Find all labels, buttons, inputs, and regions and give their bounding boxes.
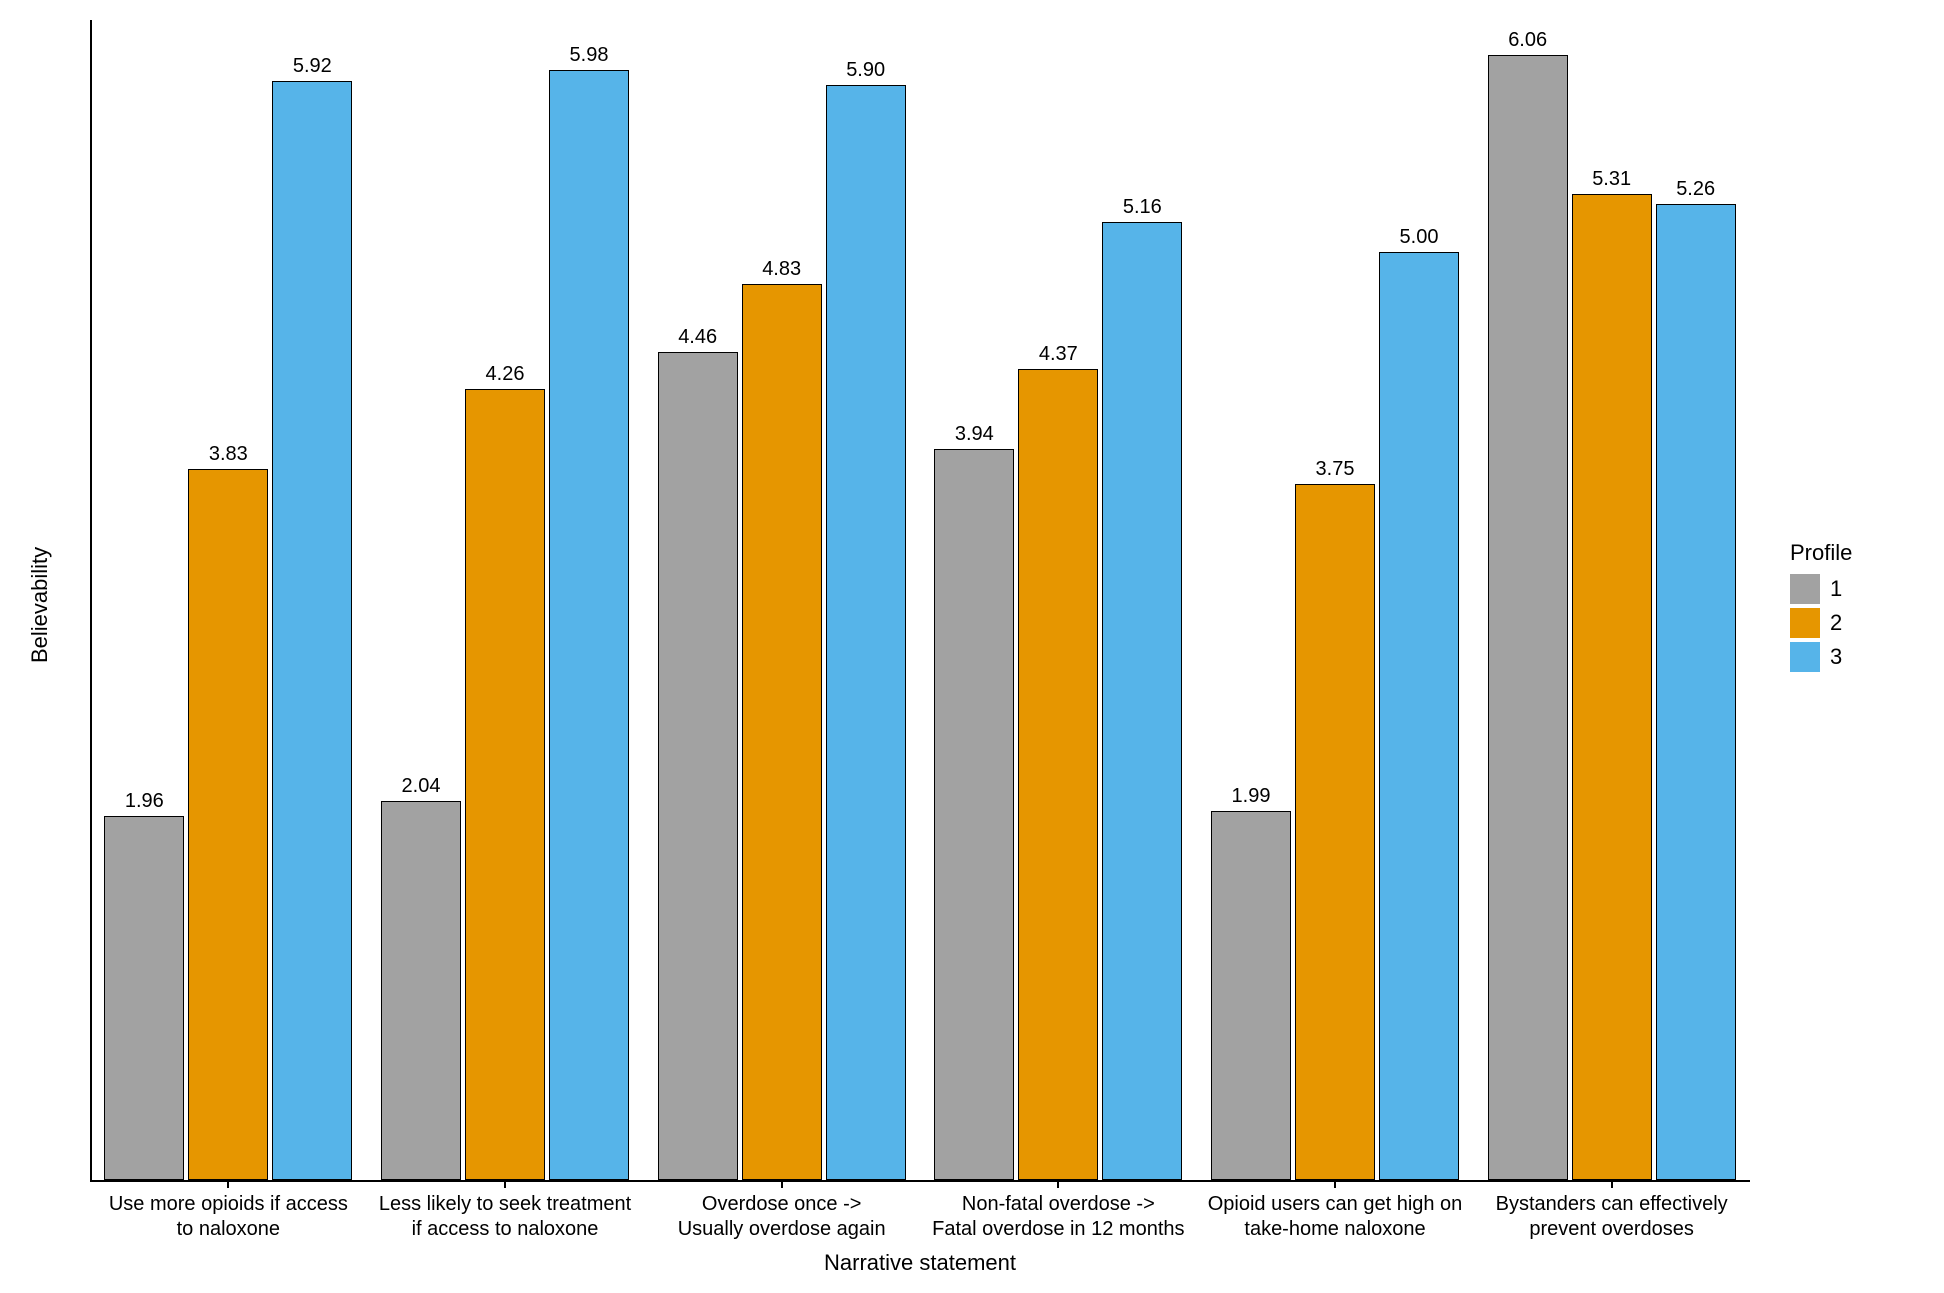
legend-title: Profile [1790,540,1852,566]
x-axis-tick [781,1180,783,1188]
legend: Profile 1 2 3 [1790,540,1852,676]
bar-value-label: 5.00 [1400,226,1439,249]
bar-value-label: 3.94 [955,423,994,446]
x-axis-tick [504,1180,506,1188]
bar [104,816,184,1180]
bar-value-label: 1.99 [1232,785,1271,808]
bar [826,85,906,1180]
bar-value-label: 5.16 [1123,196,1162,219]
bar-value-label: 5.31 [1592,168,1631,191]
bar [934,449,1014,1180]
x-axis-category-label: Non-fatal overdose ->Fatal overdose in 1… [932,1192,1184,1242]
x-axis-tick [1057,1180,1059,1188]
x-axis-tick [1611,1180,1613,1188]
bar [465,389,545,1180]
bar-value-label: 4.46 [678,326,717,349]
bar [549,70,629,1180]
bar-value-label: 4.26 [486,363,525,386]
bar [742,284,822,1180]
bar-value-label: 2.04 [402,775,441,798]
y-axis-title: Believability [27,543,53,663]
bar [1102,222,1182,1180]
bar-value-label: 5.26 [1676,178,1715,201]
x-axis-category-label: Opioid users can get high ontake-home na… [1208,1192,1463,1242]
y-axis-line [90,20,92,1180]
bar-value-label: 4.83 [762,258,801,281]
x-axis-tick [1334,1180,1336,1188]
bar [188,469,268,1180]
bar [272,81,352,1180]
plot-area [90,20,1750,1180]
legend-label: 1 [1830,576,1842,602]
bar [1295,484,1375,1180]
bar-value-label: 6.06 [1508,29,1547,52]
bar-value-label: 3.83 [209,443,248,466]
bar-value-label: 5.92 [293,55,332,78]
bar [1379,252,1459,1180]
legend-swatch [1790,608,1820,638]
x-axis-title: Narrative statement [800,1250,1040,1276]
legend-item: 3 [1790,642,1852,672]
bar [658,352,738,1180]
legend-label: 3 [1830,644,1842,670]
bar [1572,194,1652,1180]
bar [381,801,461,1180]
bar-value-label: 5.90 [846,59,885,82]
legend-swatch [1790,642,1820,672]
x-axis-line [90,1180,1750,1182]
legend-label: 2 [1830,610,1842,636]
bar [1488,55,1568,1180]
bar [1211,811,1291,1180]
bar [1018,369,1098,1180]
legend-item: 1 [1790,574,1852,604]
bar-value-label: 1.96 [125,790,164,813]
x-axis-tick [227,1180,229,1188]
bar [1656,204,1736,1180]
bar-value-label: 3.75 [1316,458,1355,481]
believability-bar-chart: Believability Narrative statement Profil… [0,0,1944,1293]
x-axis-category-label: Overdose once ->Usually overdose again [678,1192,886,1242]
bar-value-label: 5.98 [570,44,609,67]
legend-swatch [1790,574,1820,604]
legend-item: 2 [1790,608,1852,638]
x-axis-category-label: Use more opioids if accessto naloxone [109,1192,348,1242]
bar-value-label: 4.37 [1039,343,1078,366]
x-axis-category-label: Less likely to seek treatmentif access t… [379,1192,631,1242]
x-axis-category-label: Bystanders can effectivelyprevent overdo… [1496,1192,1728,1242]
